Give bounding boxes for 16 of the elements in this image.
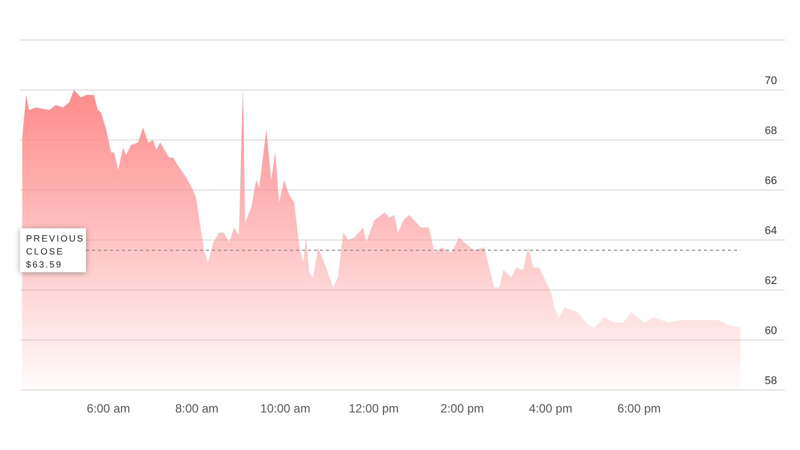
x-tick-label: 6:00 pm — [617, 402, 661, 416]
x-tick-label: 4:00 pm — [528, 402, 572, 416]
x-tick-label: 10:00 am — [260, 402, 310, 416]
y-tick-label: 66 — [764, 175, 777, 187]
ref-line-label: PREVIOUS CLOSE $63.59 — [26, 233, 85, 270]
label-box: PREVIOUS CLOSE $63.59 — [20, 228, 86, 272]
x-tick-label: 2:00 pm — [440, 402, 484, 416]
y-tick-label: 60 — [764, 325, 777, 337]
x-tick-label: 12:00 pm — [348, 402, 399, 416]
y-tick-label: 62 — [764, 275, 777, 287]
y-tick-label: 58 — [764, 375, 777, 387]
y-tick-label: 68 — [764, 125, 777, 137]
x-tick-label: 8:00 am — [175, 402, 219, 416]
x-tick-label: 6:00 am — [86, 402, 130, 416]
y-tick-label: 64 — [764, 225, 777, 237]
y-tick-label: 70 — [764, 75, 777, 87]
